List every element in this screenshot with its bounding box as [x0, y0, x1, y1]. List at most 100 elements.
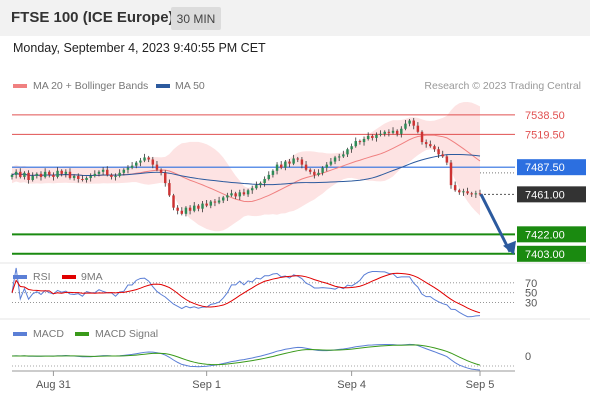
candle-body — [255, 185, 258, 189]
macd-legend: MACD — [33, 328, 64, 340]
ma50-line — [11, 153, 481, 186]
candle-body — [85, 177, 88, 180]
rsi-ma-swatch — [62, 275, 76, 279]
candle-body — [197, 205, 200, 209]
ma20-legend: MA 20 + Bollinger Bands — [33, 80, 149, 92]
candle-body — [230, 193, 233, 196]
rsi-legend: RSI — [33, 271, 51, 283]
credit-text: Research © 2023 Trading Central — [424, 80, 581, 92]
candle-body — [275, 164, 279, 171]
candle-body — [358, 141, 362, 143]
candle-body — [250, 188, 254, 191]
candle-body — [458, 190, 461, 193]
candle-body — [135, 162, 138, 166]
candle-body — [192, 205, 196, 211]
candle-body — [470, 193, 473, 195]
candle-body — [122, 169, 126, 173]
ma50-swatch — [156, 84, 170, 88]
macd-swatch — [13, 332, 27, 336]
candle-body — [478, 193, 482, 195]
candle-body — [416, 125, 420, 132]
candle-body — [151, 159, 155, 165]
candle-body — [118, 172, 121, 176]
candle-body — [52, 174, 55, 177]
macd-signal-line — [11, 344, 481, 366]
candle-body — [366, 135, 370, 139]
candle-body — [466, 191, 469, 194]
candle-body — [93, 173, 97, 176]
candle-body — [242, 192, 246, 195]
candle-body — [101, 169, 105, 172]
candle-body — [288, 161, 291, 164]
candle-body — [271, 170, 275, 175]
candle-body — [221, 197, 225, 201]
candle-body — [147, 157, 150, 160]
rsi-level-label: 30 — [525, 298, 537, 310]
candle-body — [284, 161, 287, 168]
instrument-title: FTSE 100 (ICE Europe) — [11, 9, 174, 26]
ma50-legend: MA 50 — [175, 80, 205, 92]
candle-body — [130, 165, 134, 168]
candle-body — [168, 183, 171, 196]
candle-body — [259, 183, 262, 186]
last-price-tag — [517, 186, 586, 203]
candle-body — [188, 207, 192, 211]
x-tick-label: Sep 5 — [466, 379, 495, 391]
timeframe-button[interactable]: 30 MIN — [171, 7, 221, 30]
candle-body — [337, 156, 341, 158]
candle-body — [114, 175, 117, 177]
candle-body — [172, 195, 175, 208]
x-tick-label: Aug 31 — [36, 379, 71, 391]
candle-body — [267, 174, 271, 179]
candle-body — [354, 141, 357, 147]
rsi-ma-legend: 9MA — [81, 271, 103, 283]
candle-body — [184, 207, 188, 214]
candle-body — [238, 192, 242, 197]
x-tick-label: Sep 1 — [192, 379, 221, 391]
candle-body — [404, 123, 407, 129]
candle-body — [77, 175, 80, 179]
ma20-swatch — [13, 84, 27, 88]
target-label: 7422.00 — [525, 229, 565, 241]
candle-body — [296, 158, 300, 160]
candle-body — [213, 201, 217, 203]
candle-body — [400, 128, 403, 134]
candle-body — [375, 134, 378, 138]
candle-body — [19, 171, 22, 177]
candle-body — [383, 131, 386, 134]
macd-signal-legend: MACD Signal — [95, 328, 159, 340]
candle-body — [333, 157, 337, 162]
macd-signal-swatch — [75, 332, 89, 336]
candle-body — [27, 172, 30, 180]
rsi-swatch — [13, 275, 27, 279]
candle-body — [279, 164, 283, 168]
candle-body — [39, 173, 43, 177]
candle-body — [60, 170, 63, 174]
candle-body — [325, 164, 328, 168]
candle-body — [433, 146, 436, 150]
forecast-arrow — [479, 193, 512, 253]
forecast-arrowhead — [503, 240, 516, 255]
candle-body — [14, 171, 18, 175]
candle-body — [234, 193, 237, 197]
candle-body — [139, 160, 142, 163]
chart-header: FTSE 100 (ICE Europe) 30 MIN — [0, 0, 590, 36]
candle-body — [68, 171, 72, 178]
candle-body — [164, 172, 167, 184]
candle-body — [387, 131, 391, 133]
candle-body — [445, 156, 449, 163]
rsi-level-label: 50 — [525, 288, 537, 300]
candle-body — [180, 210, 184, 214]
target-tag — [517, 226, 586, 243]
candle-body — [395, 130, 399, 134]
candle-body — [362, 139, 366, 143]
candle-body — [441, 154, 444, 157]
macd-zero-label: 0 — [525, 351, 531, 363]
candle-body — [159, 169, 163, 173]
candle-body — [48, 171, 51, 175]
candle-body — [429, 144, 432, 147]
candle-body — [97, 171, 101, 174]
candle-body — [346, 149, 349, 155]
resistance-label: 7519.50 — [525, 129, 565, 141]
